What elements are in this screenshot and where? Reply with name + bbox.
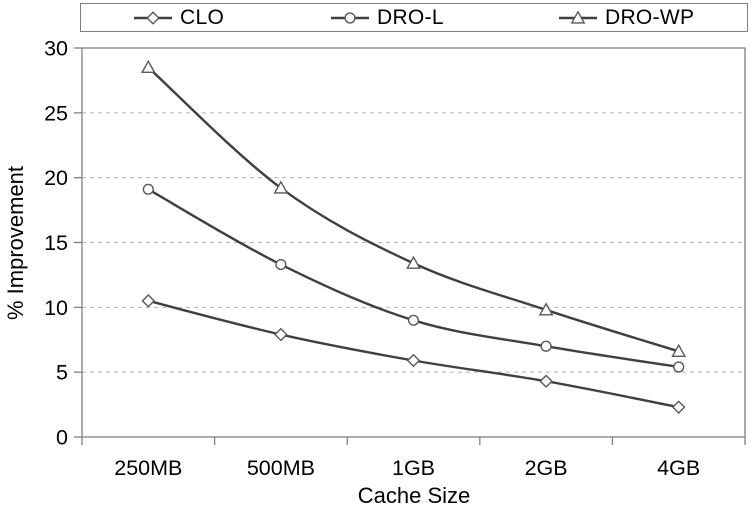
- y-tick-label: 0: [56, 426, 68, 450]
- x-axis-title: Cache Size: [357, 483, 471, 508]
- legend-label: CLO: [180, 5, 225, 29]
- circle-marker: [540, 340, 552, 352]
- diamond-marker: [406, 353, 421, 368]
- triangle-marker: [671, 343, 687, 358]
- triangle-marker: [140, 59, 156, 74]
- circle-marker: [407, 314, 420, 326]
- legend-item-clo: CLO: [133, 4, 224, 31]
- triangle-marker: [406, 255, 421, 269]
- y-tick-label: 10: [44, 296, 68, 320]
- x-tick-label: 500MB: [247, 456, 315, 480]
- triangle-marker: [273, 180, 289, 194]
- triangle-marker: [538, 302, 554, 316]
- circle-marker: [673, 361, 685, 373]
- series-DRO-L: [142, 183, 685, 373]
- diamond-marker: [671, 400, 686, 414]
- triangle-marker-icon: [559, 10, 597, 24]
- chart-legend: CLO DRO-L DRO-WP: [80, 3, 748, 32]
- circle-marker: [142, 183, 154, 195]
- circle-marker: [275, 258, 287, 271]
- y-tick-label: 30: [44, 37, 68, 61]
- legend-item-dro-l: DRO-L: [330, 4, 444, 31]
- diamond-marker: [274, 327, 288, 342]
- legend-label: DRO-WP: [605, 5, 695, 29]
- x-tick-label: 4GB: [657, 456, 700, 480]
- x-tick-label: 2GB: [525, 456, 568, 480]
- x-tick-label: 1GB: [392, 456, 435, 480]
- y-tick-label: 25: [44, 101, 68, 125]
- diamond-marker: [141, 294, 156, 308]
- series-line-DRO-WP: [147, 66, 680, 353]
- legend-item-dro-wp: DRO-WP: [558, 4, 694, 31]
- series-line-DRO-L: [147, 188, 680, 369]
- y-tick-label: 15: [44, 231, 68, 255]
- y-tick-label: 5: [56, 361, 68, 385]
- x-tick-label: 250MB: [114, 456, 182, 480]
- diamond-marker-icon: [134, 10, 172, 25]
- circle-marker-icon: [331, 11, 369, 24]
- y-tick-label: 20: [44, 166, 68, 190]
- circle-marker: [344, 11, 356, 24]
- diamond-marker: [539, 374, 553, 389]
- triangle-marker: [570, 10, 586, 24]
- series-CLO: [141, 294, 686, 414]
- y-axis-title: % Improvement: [3, 165, 28, 321]
- series-DRO-WP: [140, 59, 687, 358]
- diamond-marker: [146, 10, 160, 25]
- legend-label: DRO-L: [377, 5, 444, 29]
